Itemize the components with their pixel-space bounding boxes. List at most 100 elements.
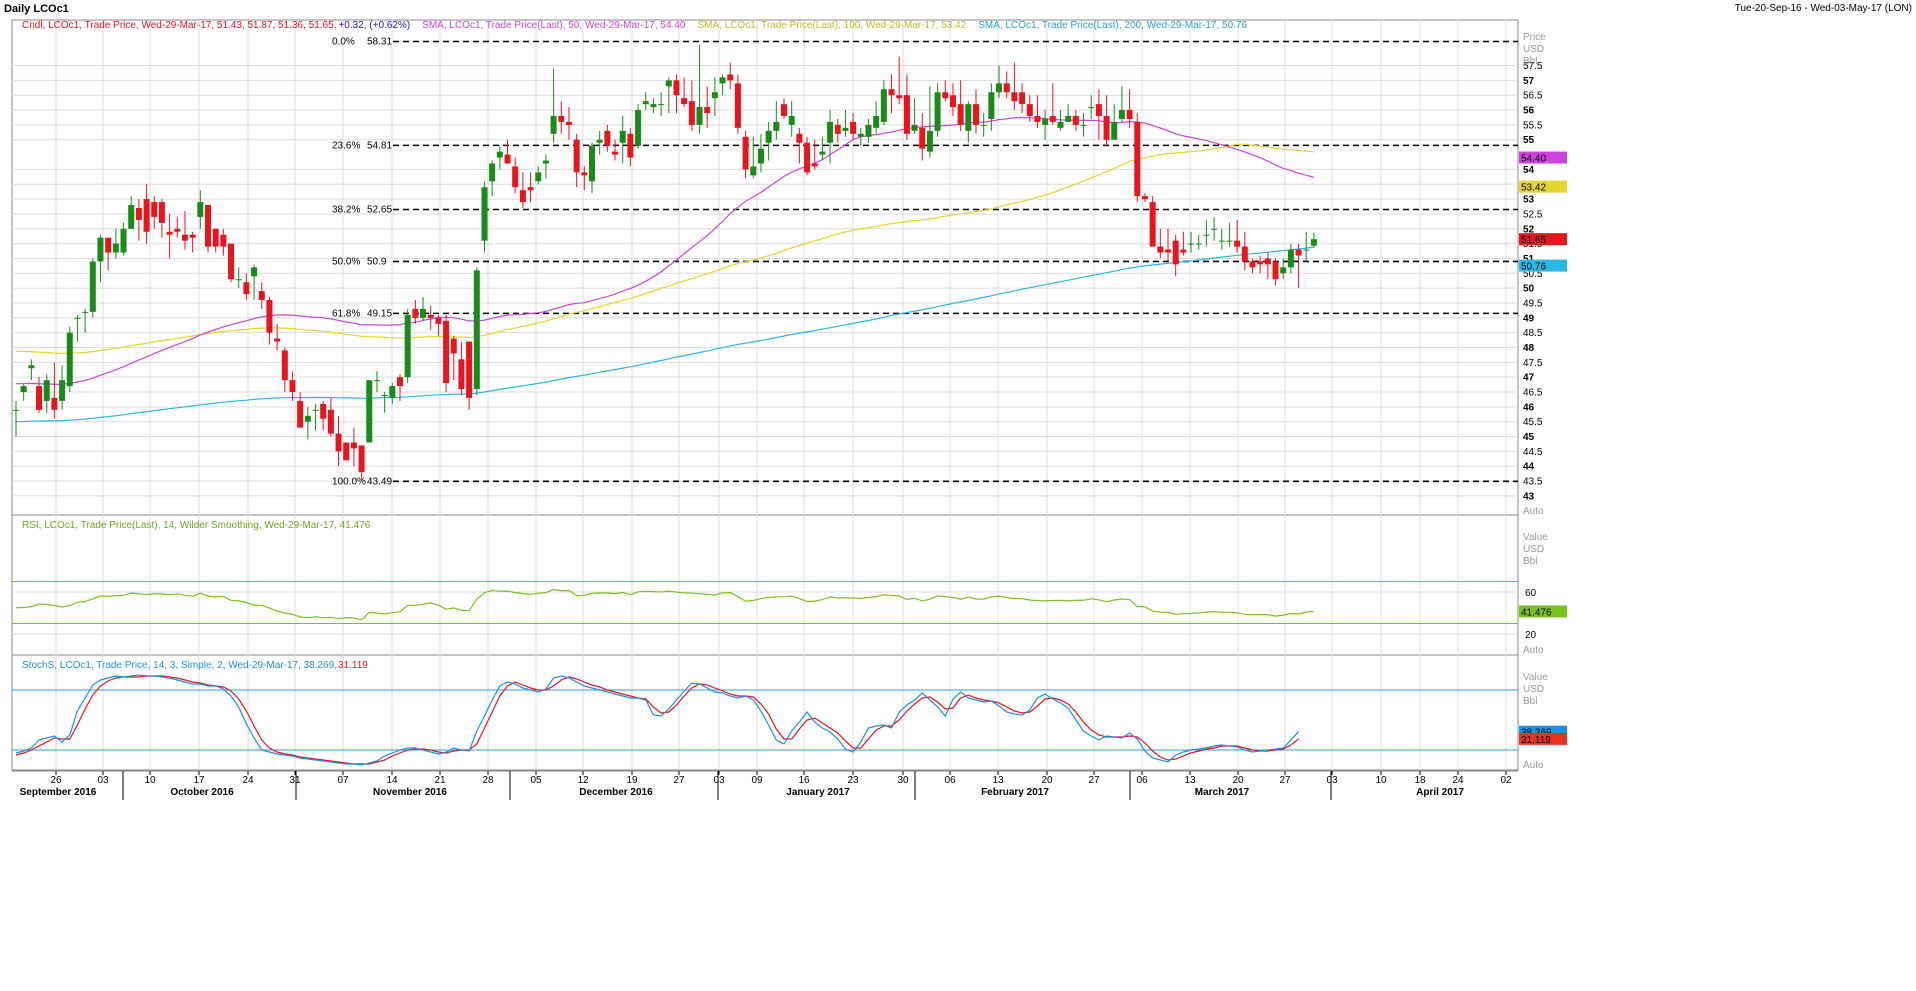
candle-body bbox=[565, 121, 572, 125]
rsi-last-tag bbox=[1519, 605, 1567, 618]
x-day-label: 31 bbox=[289, 775, 301, 786]
candle-body bbox=[66, 332, 73, 387]
candle-body bbox=[1295, 249, 1302, 256]
x-month-label: October 2016 bbox=[170, 787, 234, 798]
sma-50-line bbox=[16, 116, 1315, 386]
x-month-label: December 2016 bbox=[579, 787, 653, 798]
fib-percent-label: 100.0% bbox=[332, 476, 366, 487]
candle-body bbox=[957, 104, 964, 125]
candle-body bbox=[205, 205, 211, 247]
x-month-label: February 2017 bbox=[981, 787, 1049, 798]
candle-body bbox=[1057, 121, 1064, 128]
x-day-label: 02 bbox=[1500, 775, 1512, 786]
candle-body bbox=[773, 121, 780, 131]
candle-body bbox=[1011, 92, 1018, 102]
candle-body bbox=[435, 317, 442, 324]
candle-body bbox=[834, 124, 841, 134]
candle-body bbox=[765, 130, 772, 143]
fib-percent-label: 61.8% bbox=[332, 308, 360, 319]
y-tick-label: 47.5 bbox=[1523, 358, 1543, 369]
legend-entry: SMA, LCOc1, Trade Price(Last), 200, Wed-… bbox=[978, 20, 1247, 31]
candle-body bbox=[980, 124, 987, 126]
last-price-label: 54.40 bbox=[1521, 154, 1546, 165]
candle-body bbox=[120, 228, 127, 253]
candle-body bbox=[28, 365, 35, 369]
y-tick-label: 46 bbox=[1523, 402, 1535, 413]
x-month-label: November 2016 bbox=[373, 787, 447, 798]
y-tick-label: 47 bbox=[1523, 373, 1535, 384]
x-day-label: 18 bbox=[1414, 775, 1426, 786]
candle-body bbox=[473, 270, 480, 390]
candle-body bbox=[1241, 246, 1248, 262]
candle-body bbox=[880, 89, 887, 122]
candle-body bbox=[20, 386, 27, 393]
candle-body bbox=[903, 95, 910, 134]
candle-body bbox=[942, 92, 949, 99]
y-tick-label: 55.5 bbox=[1523, 120, 1543, 131]
candle-body bbox=[320, 403, 327, 419]
candle-body bbox=[312, 409, 319, 411]
x-day-label: 06 bbox=[944, 775, 956, 786]
candle-body bbox=[504, 154, 511, 164]
y-tick-label: 52 bbox=[1523, 224, 1535, 235]
candle-body bbox=[51, 397, 58, 410]
rsi-axis-unit: USD bbox=[1523, 544, 1544, 555]
fib-percent-label: 23.6% bbox=[332, 140, 360, 151]
candle-body bbox=[358, 445, 365, 473]
candle-body bbox=[481, 187, 488, 241]
candle-body bbox=[635, 110, 642, 146]
candle-body bbox=[1088, 107, 1095, 109]
candle-body bbox=[1257, 261, 1264, 265]
candle-body bbox=[1026, 104, 1033, 116]
candle-body bbox=[458, 359, 465, 390]
candle-body bbox=[297, 400, 304, 428]
candle-body bbox=[973, 104, 979, 125]
candle-body bbox=[781, 104, 787, 116]
rsi-axis-unit: Bbl bbox=[1523, 556, 1537, 567]
candle-body bbox=[373, 380, 380, 382]
candle-body bbox=[174, 228, 181, 232]
y-tick-label: 51 bbox=[1523, 254, 1535, 265]
legend-entry: +0.32, (+0.62%) bbox=[338, 20, 410, 31]
candle-body bbox=[228, 243, 235, 280]
last-price-tag bbox=[1519, 259, 1567, 272]
candle-body bbox=[596, 139, 603, 143]
x-day-label: 06 bbox=[1136, 775, 1148, 786]
candle-body bbox=[220, 234, 227, 247]
candle-body bbox=[1249, 261, 1256, 268]
candle-body bbox=[1310, 239, 1317, 246]
candle-body bbox=[1203, 234, 1210, 236]
candle-body bbox=[1188, 243, 1195, 245]
fib-value-label: 43.49 bbox=[367, 476, 392, 487]
candle-body bbox=[350, 442, 357, 449]
candle-body bbox=[1003, 83, 1010, 93]
candle-body bbox=[443, 320, 450, 384]
candle-body bbox=[949, 95, 956, 108]
candle-body bbox=[128, 205, 135, 229]
candle-body bbox=[13, 409, 19, 411]
candle-body bbox=[888, 89, 895, 96]
candle-body bbox=[1095, 104, 1102, 116]
x-day-label: 30 bbox=[897, 775, 909, 786]
candle-body bbox=[704, 107, 711, 114]
candle-body bbox=[281, 350, 288, 381]
x-day-label: 07 bbox=[337, 775, 349, 786]
legend-entry: SMA, LCOc1, Trade Price(Last), 50, Wed-2… bbox=[422, 20, 686, 31]
candle-body bbox=[558, 115, 565, 122]
candle-body bbox=[1103, 115, 1110, 140]
x-day-label: 03 bbox=[97, 775, 109, 786]
candle-body bbox=[251, 267, 258, 277]
candle-body bbox=[1118, 110, 1125, 119]
y-tick-label: 57.5 bbox=[1523, 61, 1543, 72]
y-axis-unit: Price bbox=[1523, 32, 1546, 43]
candle-body bbox=[466, 341, 473, 398]
y-tick-label: 49 bbox=[1523, 313, 1535, 324]
last-price-label: 53.42 bbox=[1521, 183, 1546, 194]
candle-body bbox=[489, 163, 496, 182]
candle-body bbox=[389, 386, 396, 398]
candle-body bbox=[719, 77, 726, 84]
fib-percent-label: 0.0% bbox=[332, 37, 355, 48]
candle-body bbox=[926, 130, 933, 152]
candle-body bbox=[1226, 240, 1233, 242]
